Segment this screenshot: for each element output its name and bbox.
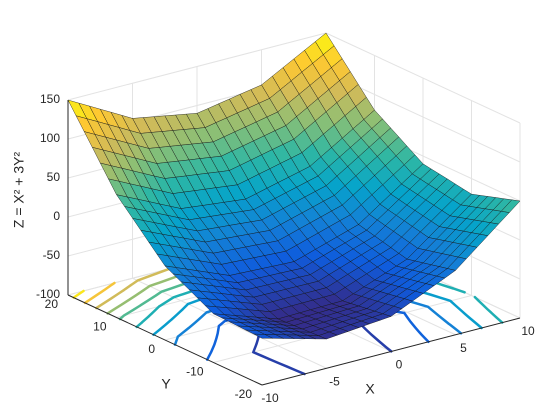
surface-patch [253, 333, 273, 339]
x-tick-label: -10 [261, 391, 279, 405]
contour [72, 230, 335, 299]
y-tick-label: -20 [235, 387, 253, 401]
grid-line [325, 32, 521, 124]
y-tick-label: 0 [148, 342, 155, 356]
z-axis-label: Z = X² + 3Y² [11, 152, 27, 229]
y-tick-label: -10 [186, 365, 204, 379]
x-tick-label: 0 [396, 358, 403, 372]
y-axis-label: Y [161, 376, 171, 392]
grid-line [67, 32, 327, 101]
z-tick-label: 50 [47, 170, 61, 184]
x-tick-label: 5 [460, 341, 467, 355]
axis-line [67, 294, 263, 386]
z-tick-label: -100 [36, 287, 60, 301]
z-tick-label: 150 [40, 92, 60, 106]
y-tick-label: 20 [45, 297, 59, 311]
z-tick-label: 0 [53, 209, 60, 223]
y-tick-label: 10 [93, 320, 107, 334]
x-tick-label: -5 [329, 374, 340, 388]
axis-line [261, 317, 521, 386]
x-axis-label: X [365, 381, 375, 397]
z-tick-label: -50 [43, 248, 61, 262]
x-tick-label: 10 [521, 324, 535, 338]
z-tick-label: 100 [40, 131, 60, 145]
